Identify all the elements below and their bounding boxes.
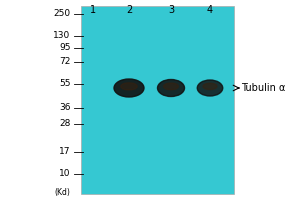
Ellipse shape <box>164 83 178 90</box>
Text: 250: 250 <box>53 9 70 19</box>
Text: 72: 72 <box>59 58 70 66</box>
Ellipse shape <box>114 79 144 97</box>
Text: 55: 55 <box>59 79 70 88</box>
Text: 2: 2 <box>126 5 132 15</box>
Text: (Kd): (Kd) <box>55 188 70 196</box>
Text: 28: 28 <box>59 119 70 129</box>
Text: 4: 4 <box>207 5 213 15</box>
Ellipse shape <box>158 79 184 96</box>
Ellipse shape <box>203 83 217 90</box>
Bar <box>81 6 234 194</box>
Ellipse shape <box>121 83 137 90</box>
Text: 130: 130 <box>53 31 70 40</box>
Text: 36: 36 <box>59 104 70 112</box>
Text: 3: 3 <box>168 5 174 15</box>
Text: Tubulin α: Tubulin α <box>242 83 286 93</box>
Text: 17: 17 <box>59 148 70 156</box>
Text: 95: 95 <box>59 44 70 52</box>
Text: 1: 1 <box>90 5 96 15</box>
Text: 10: 10 <box>59 170 70 178</box>
Ellipse shape <box>197 80 223 96</box>
